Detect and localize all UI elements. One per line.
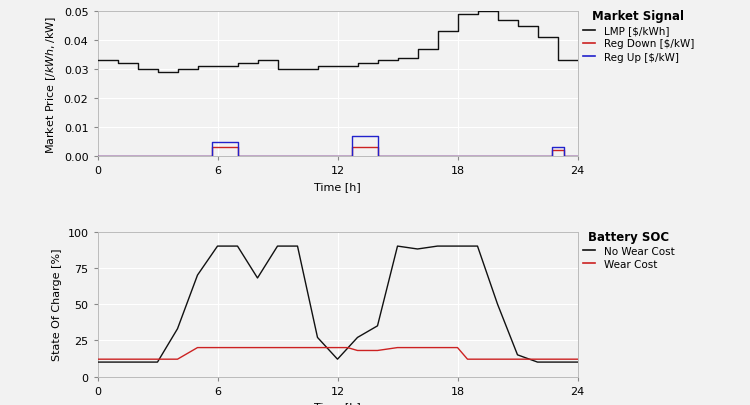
Y-axis label: Market Price [$/kWh, $/kW]: Market Price [$/kWh, $/kW] [44,16,58,153]
Y-axis label: State Of Charge [%]: State Of Charge [%] [52,248,62,360]
X-axis label: Time [h]: Time [h] [314,401,361,405]
Legend: No Wear Cost, Wear Cost: No Wear Cost, Wear Cost [583,230,674,269]
X-axis label: Time [h]: Time [h] [314,181,361,191]
Legend: LMP [$/kWh], Reg Down [$/kW], Reg Up [$/kW]: LMP [$/kWh], Reg Down [$/kW], Reg Up [$/… [583,10,694,62]
